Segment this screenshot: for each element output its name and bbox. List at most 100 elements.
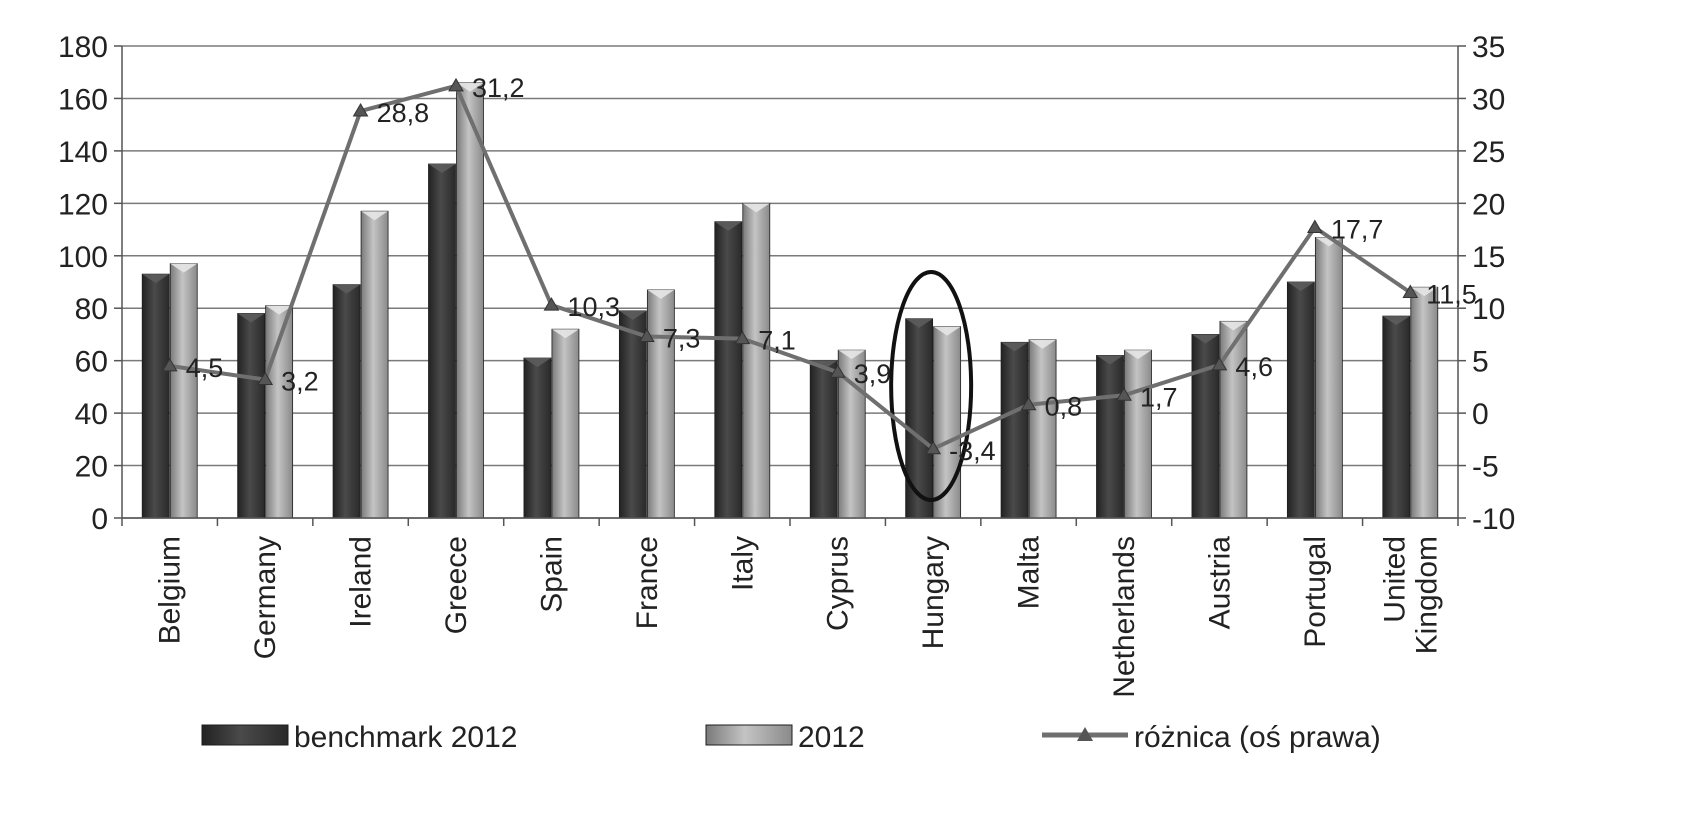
bar-cap	[1191, 334, 1219, 344]
bar-cap	[1219, 321, 1247, 331]
bar	[809, 360, 838, 519]
left-tick-label: 140	[58, 136, 108, 169]
bar	[237, 313, 266, 519]
bar	[551, 328, 580, 519]
bar-cap	[1410, 287, 1438, 297]
data-label: 28,8	[377, 98, 430, 128]
category-label-line: Portugal	[1299, 536, 1332, 648]
bar-cap	[333, 284, 361, 294]
bar	[618, 310, 647, 519]
bar-cap	[361, 211, 389, 221]
bar	[1000, 341, 1029, 519]
category-label: Cyprus	[822, 536, 855, 631]
line-marker	[1020, 396, 1037, 411]
category-label: Germany	[249, 536, 282, 659]
data-label: 7,1	[758, 326, 796, 356]
line-marker	[734, 330, 751, 345]
bar	[1096, 355, 1124, 519]
category-label-line: Ireland	[345, 536, 378, 628]
bar	[360, 210, 389, 519]
bar	[1219, 320, 1248, 519]
category-label: Portugal	[1299, 536, 1332, 648]
left-tick-label: 20	[75, 451, 108, 484]
bar	[714, 221, 743, 519]
line-marker	[352, 103, 369, 117]
bar-cap	[838, 350, 866, 360]
left-tick-label: 180	[58, 31, 108, 64]
data-labels: 4,5 3,2 28,8 31,2 10,3 7,3 7,1 3,9 -3,4 0,8 1,7 4,6…	[186, 73, 1477, 466]
category-label-line: United	[1378, 536, 1411, 623]
category-label: Belgium	[154, 536, 187, 644]
category-label-line: Greece	[440, 536, 473, 634]
legend-swatch	[705, 724, 793, 746]
line-marker	[829, 364, 846, 378]
category-label-line: Netherlands	[1108, 536, 1141, 698]
difference-line-path	[169, 83, 1412, 451]
data-label: 10,3	[567, 292, 620, 322]
bar-cap	[647, 289, 675, 299]
data-label: 4,6	[1235, 352, 1273, 382]
left-tick-label: 0	[91, 503, 108, 536]
bar-cap	[456, 82, 484, 92]
right-tick-label: 5	[1472, 346, 1489, 379]
bar-cap	[142, 274, 170, 284]
line-marker	[1402, 284, 1419, 298]
data-label: 7,3	[663, 324, 701, 354]
bar-cap	[1096, 355, 1124, 365]
bar-cap	[619, 310, 647, 320]
line-marker	[543, 297, 560, 311]
data-label: 3,9	[854, 359, 892, 389]
right-tick-label: 20	[1472, 188, 1505, 221]
highlight-ellipse	[889, 270, 974, 502]
bar	[141, 273, 170, 519]
category-label-line: Germany	[249, 536, 282, 659]
bar-cap	[170, 263, 198, 273]
category-label-line: Austria	[1203, 536, 1236, 630]
category-label-line: France	[631, 536, 664, 629]
line-marker	[257, 371, 274, 386]
bar	[742, 202, 771, 519]
data-label: 17,7	[1331, 214, 1384, 244]
highlight-ellipse-shape	[889, 270, 974, 502]
category-label-line: Spain	[535, 536, 568, 613]
left-tick-label: 120	[58, 188, 108, 221]
data-label: -3,4	[949, 436, 996, 466]
legend-label: benchmark 2012	[294, 721, 517, 754]
right-tick-label: -10	[1472, 503, 1515, 536]
line-marker	[925, 440, 942, 455]
bar-cap	[933, 326, 961, 336]
legend-label: 2012	[798, 721, 865, 754]
axes: 0 20 40 60 80 100 120 140 160 180 -10 -5 0 5 10 15 20 25 3…	[58, 31, 1515, 698]
category-label: Greece	[440, 536, 473, 634]
category-label-line: Hungary	[917, 536, 950, 649]
category-label: Netherlands	[1108, 536, 1141, 698]
bar-cap	[237, 313, 265, 323]
bar	[1191, 334, 1220, 519]
bar	[169, 263, 198, 519]
bar	[905, 318, 934, 519]
category-label-line: Cyprus	[822, 536, 855, 631]
bar-cap	[428, 164, 456, 173]
data-label: 4,5	[186, 353, 224, 383]
category-label: Spain	[535, 536, 568, 613]
difference-line	[161, 77, 1419, 455]
left-tick-label: 60	[75, 346, 108, 379]
right-tick-label: 15	[1472, 241, 1505, 274]
bar	[428, 163, 456, 519]
bar	[1028, 339, 1057, 519]
bar	[1286, 281, 1315, 519]
right-tick-label: 30	[1472, 83, 1505, 116]
bar	[523, 357, 552, 519]
gridlines	[122, 45, 1458, 519]
legend: benchmark 2012 2012 różnica (oś prawa)	[201, 721, 1381, 754]
bar-cap	[551, 329, 579, 339]
bar	[1314, 237, 1343, 519]
right-tick-label: 0	[1472, 398, 1489, 431]
line-marker	[638, 328, 655, 343]
bars	[141, 82, 1439, 519]
category-label: Austria	[1203, 536, 1236, 630]
bar-cap	[1382, 316, 1410, 326]
left-tick-label: 160	[58, 83, 108, 116]
bar	[1382, 315, 1411, 519]
